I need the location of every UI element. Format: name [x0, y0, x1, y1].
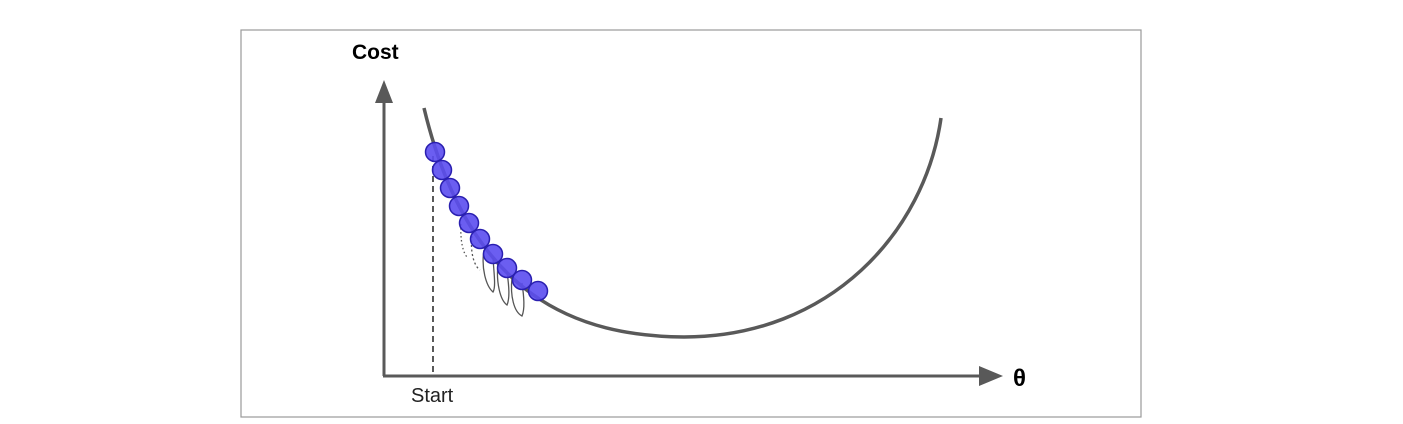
step-ball	[511, 269, 533, 291]
step-ball	[482, 243, 504, 265]
y-axis-arrow-icon	[375, 80, 393, 103]
step-ball	[424, 141, 446, 163]
step-hops	[460, 223, 525, 317]
start-label: Start	[411, 385, 454, 407]
y-axis-label: Cost	[352, 41, 399, 64]
diagram-frame	[240, 29, 1142, 418]
step-hop	[482, 249, 496, 293]
x-axis-label: θ	[1013, 365, 1026, 392]
step-ball	[469, 228, 491, 250]
step-ball	[431, 159, 453, 181]
step-ball	[439, 177, 461, 199]
step-ball	[458, 212, 480, 234]
x-axis-arrow-icon	[979, 366, 1003, 386]
descent-steps	[424, 141, 549, 302]
step-hop	[496, 263, 510, 306]
step-ball	[527, 280, 549, 302]
step-ball	[448, 195, 470, 217]
step-ball	[496, 257, 518, 279]
step-hop	[510, 277, 525, 317]
